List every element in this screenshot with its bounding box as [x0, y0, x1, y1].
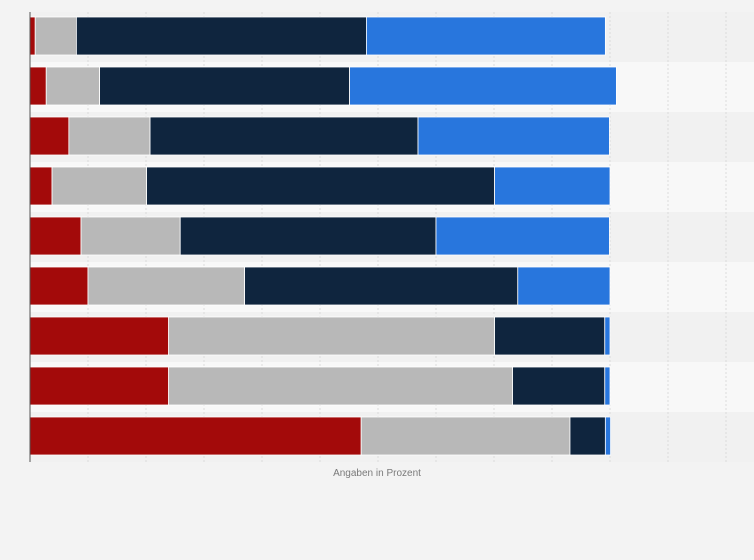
bar-segment-series-2 [87, 266, 246, 306]
bar-segment-series-3 [179, 216, 437, 256]
bar-segment-series-4 [494, 166, 611, 206]
bar-segment-series-4 [349, 66, 617, 106]
bar-segment-series-3 [146, 166, 495, 206]
bar-segment-series-3 [99, 66, 350, 106]
bar-segment-series-3 [76, 16, 367, 56]
bar-segment-series-1 [29, 366, 170, 406]
bar-segment-series-2 [80, 216, 181, 256]
bar-segment-series-4 [604, 316, 611, 356]
bar-segment-series-1 [29, 166, 53, 206]
bar-segment-series-4 [604, 366, 611, 406]
bar-segment-series-1 [29, 116, 70, 156]
x-axis-label: Angaben in Prozent [333, 468, 421, 479]
bar-segment-series-1 [29, 16, 36, 56]
bar-segment-series-3 [244, 266, 519, 306]
bar-segment-series-2 [168, 366, 513, 406]
bar-segment-series-4 [604, 416, 611, 456]
bar-segment-series-2 [168, 316, 495, 356]
bar-segment-series-1 [29, 266, 89, 306]
bar-segment-series-2 [51, 166, 147, 206]
bar-segment-series-1 [29, 316, 170, 356]
bar-segment-series-3 [494, 316, 606, 356]
bar-segment-series-2 [34, 16, 77, 56]
bar-segment-series-3 [149, 116, 419, 156]
bar-segment-series-3 [512, 366, 606, 406]
bar-segment-series-1 [29, 216, 82, 256]
bar-segment-series-2 [360, 416, 571, 456]
bar-segment-series-2 [68, 116, 151, 156]
bar-segment-series-4 [417, 116, 610, 156]
bar-segment-series-1 [29, 416, 362, 456]
bar-segment-series-3 [569, 416, 606, 456]
bar-segment-series-4 [517, 266, 611, 306]
bar-segment-series-4 [365, 16, 606, 56]
bar-segment-series-1 [29, 66, 47, 106]
bar-segment-series-2 [45, 66, 101, 106]
bar-segment-series-4 [435, 216, 610, 256]
